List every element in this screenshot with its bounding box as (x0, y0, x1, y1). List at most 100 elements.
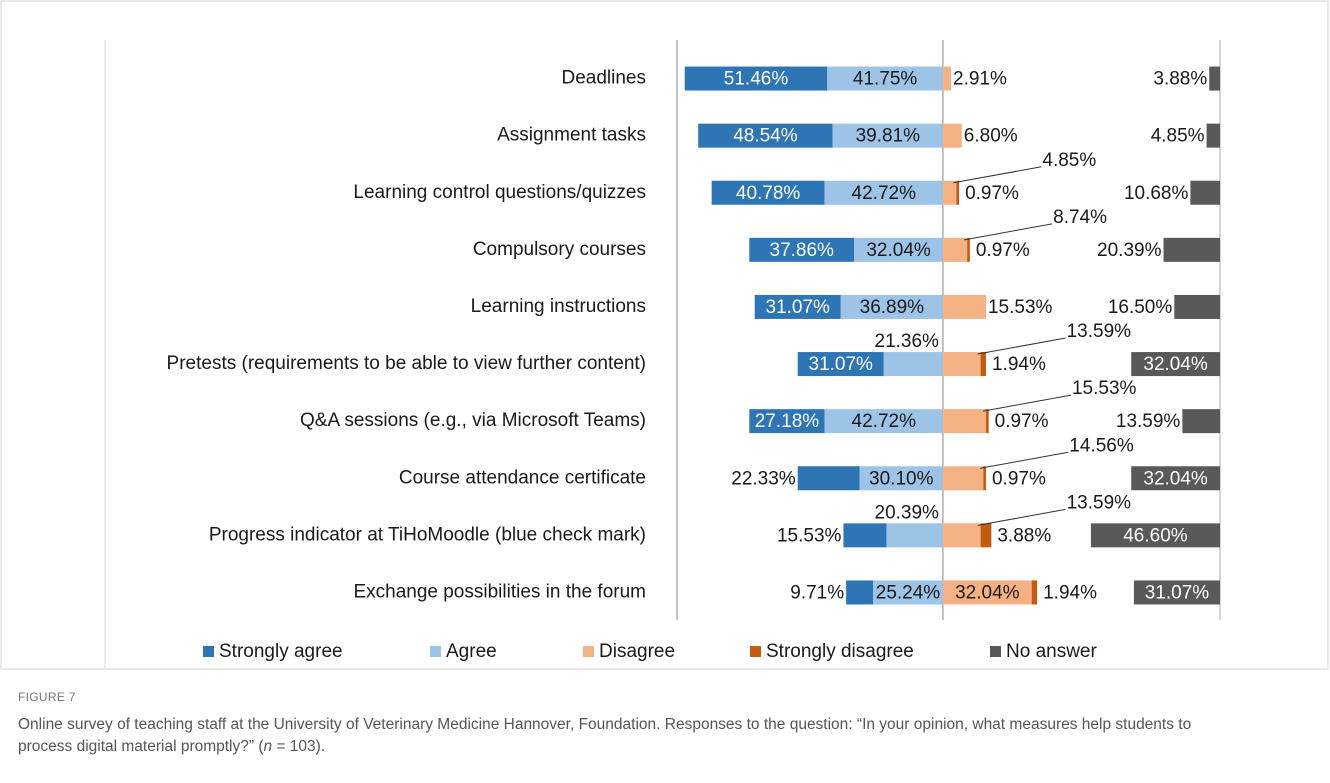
bar-strongly-disagree (967, 237, 970, 262)
frame (0, 0, 1329, 670)
value-label: 31.07% (1145, 582, 1210, 603)
bar-disagree (942, 237, 968, 262)
value-label: 31.07% (765, 297, 830, 318)
bar-agree (873, 580, 943, 605)
value-label: 22.33% (731, 468, 796, 489)
bar-agree (886, 523, 943, 548)
bar-no-answer (1174, 294, 1220, 319)
legend-swatch (750, 646, 761, 657)
bar-strongly-disagree (980, 523, 992, 548)
bar-agree (859, 466, 943, 491)
bar-disagree (942, 352, 981, 377)
value-label: 42.72% (852, 183, 917, 204)
leader-line (977, 337, 1066, 355)
bar-no-answer (1190, 180, 1220, 205)
value-label: 20.39% (1097, 240, 1162, 261)
value-label: 39.81% (856, 126, 921, 147)
category-label: Progress indicator at TiHoMoodle (blue c… (209, 524, 646, 545)
bar-disagree (942, 580, 1032, 605)
value-label: 46.60% (1123, 525, 1188, 546)
bar-strongly-agree (711, 180, 825, 205)
bar-no-answer (1209, 66, 1220, 91)
caption: Online survey of teaching staff at the U… (18, 714, 1238, 758)
bar-disagree (942, 294, 986, 319)
figure-label: FIGURE 7 (18, 690, 76, 704)
bar-agree (824, 180, 943, 205)
bar-agree (883, 352, 943, 377)
value-label: 40.78% (736, 183, 801, 204)
category-label: Learning instructions (471, 296, 646, 317)
category-label: Deadlines (562, 68, 647, 89)
bar-no-answer (1133, 580, 1220, 605)
bar-no-answer (1131, 352, 1220, 377)
value-label: 6.80% (964, 126, 1018, 147)
leader-line (977, 508, 1066, 526)
bar-disagree (942, 66, 952, 91)
bar-strongly-disagree (980, 352, 986, 377)
value-label: 32.04% (1143, 354, 1208, 375)
value-label: 3.88% (997, 525, 1051, 546)
legend-label: Strongly disagree (766, 641, 914, 662)
value-label: 16.50% (1108, 297, 1173, 318)
value-label: 13.59% (1116, 411, 1181, 432)
bar-agree (824, 409, 943, 434)
bar-disagree (942, 523, 981, 548)
bar-strongly-agree (684, 66, 828, 91)
value-label: 2.91% (953, 69, 1007, 90)
bar-disagree (942, 409, 986, 434)
value-label: 0.97% (965, 183, 1019, 204)
legend-label: Strongly agree (219, 641, 343, 662)
value-label: 1.94% (992, 354, 1046, 375)
bar-no-answer (1163, 237, 1220, 262)
bar-strongly-agree (797, 466, 860, 491)
bar-strongly-agree (749, 409, 825, 434)
bar-agree (854, 237, 943, 262)
caption-n: n (263, 738, 273, 755)
value-label: 3.88% (1153, 69, 1207, 90)
value-label: 32.04% (1143, 468, 1208, 489)
legend-swatch (430, 646, 441, 657)
value-label: 0.97% (995, 411, 1049, 432)
category-label: Learning control questions/quizzes (353, 182, 646, 203)
value-label: 0.97% (976, 240, 1030, 261)
value-label: 15.53% (1072, 378, 1137, 399)
chart: Deadlines 51.46% 41.75% 2.91% 3.88% Assignmen… (0, 0, 1329, 670)
value-label: 31.07% (809, 354, 874, 375)
value-label: 13.59% (1067, 321, 1132, 342)
value-label: 37.86% (770, 240, 835, 261)
bar-disagree (942, 466, 984, 491)
legend-label: Disagree (599, 641, 675, 662)
legend-swatch (583, 646, 594, 657)
bar-strongly-agree (749, 237, 855, 262)
bar-disagree (942, 123, 962, 148)
value-label: 21.36% (875, 331, 940, 352)
bar-agree (832, 123, 943, 148)
value-label: 10.68% (1124, 183, 1189, 204)
bar-strongly-agree (843, 523, 887, 548)
bar-strongly-disagree (956, 180, 960, 205)
legend-label: Agree (446, 641, 497, 662)
category-label: Assignment tasks (497, 125, 646, 146)
value-label: 48.54% (733, 126, 798, 147)
category-label: Pretests (requirements to be able to vie… (167, 353, 646, 374)
bar-strongly-agree (846, 580, 874, 605)
value-label: 30.10% (869, 468, 934, 489)
value-label: 32.04% (866, 240, 931, 261)
category-label: Compulsory courses (473, 239, 646, 260)
leader-line (953, 166, 1042, 184)
bar-agree (840, 294, 943, 319)
value-label: 15.53% (988, 297, 1053, 318)
legend-swatch (990, 646, 1001, 657)
value-label: 8.74% (1053, 207, 1107, 228)
bar-disagree (942, 180, 957, 205)
bar-strongly-agree (754, 294, 841, 319)
value-label: 15.53% (777, 525, 842, 546)
caption-text: Online survey of teaching staff at the U… (18, 716, 1192, 755)
leader-line (980, 451, 1069, 469)
legend-label: No answer (1006, 641, 1097, 662)
value-label: 1.94% (1043, 582, 1097, 603)
bar-agree (827, 66, 943, 91)
bar-strongly-agree (698, 123, 833, 148)
value-label: 13.59% (1067, 492, 1132, 513)
